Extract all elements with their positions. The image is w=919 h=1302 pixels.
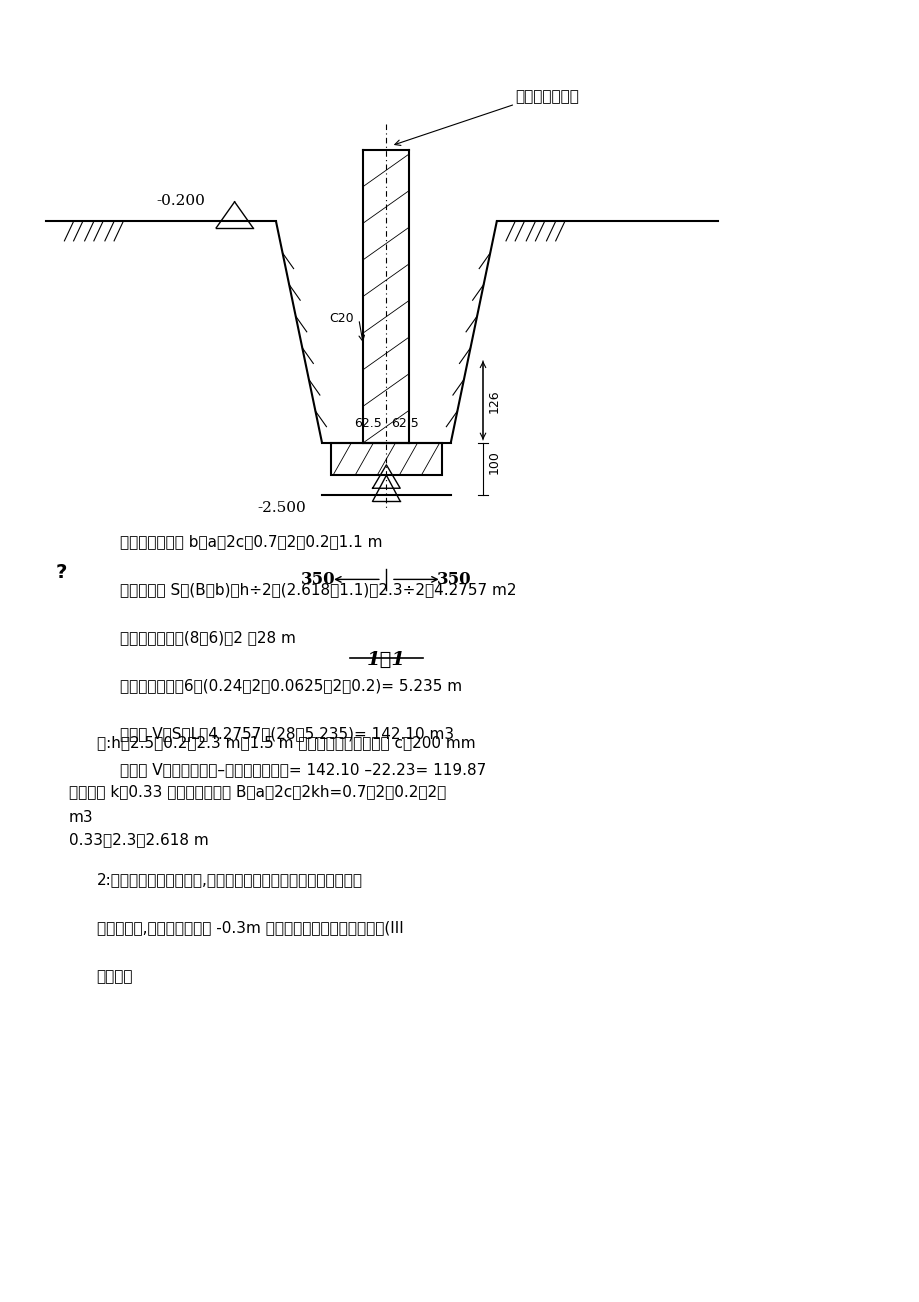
Text: 62.5: 62.5 xyxy=(354,417,381,430)
Text: 回填土 V＝挖沟槽体积–埋设的基础体积= 142.10 –22.23= 119.87: 回填土 V＝挖沟槽体积–埋设的基础体积= 142.10 –22.23= 119.… xyxy=(119,762,485,777)
Text: 350: 350 xyxy=(301,570,335,589)
Text: 1－1: 1－1 xyxy=(367,651,405,669)
Text: 开挖断面下宽度 b＝a＋2c＝0.7＋2＊0.2＝1.1 m: 开挖断面下宽度 b＝a＋2c＝0.7＋2＊0.2＝1.1 m xyxy=(119,534,381,549)
Text: 62.5: 62.5 xyxy=(391,417,418,430)
Text: 126: 126 xyxy=(487,389,500,413)
Text: 350: 350 xyxy=(437,570,471,589)
Text: 防水砂浆防潮层: 防水砂浆防潮层 xyxy=(515,89,578,104)
Text: 挖基槽 V＝S＊L＝4.2757＊(28＋5.235)= 142.10 m3: 挖基槽 V＝S＊L＝4.2757＊(28＋5.235)= 142.10 m3 xyxy=(119,727,453,742)
Text: 解:h＝2.5－0.2＝2.3 m＞1.5 m 所以要放坡工作面宽度 c＝200 mm: 解:h＝2.5－0.2＝2.3 m＞1.5 m 所以要放坡工作面宽度 c＝200… xyxy=(96,736,475,751)
Text: 100: 100 xyxy=(487,450,500,474)
Text: 0.33＊2.3＝2.618 m: 0.33＊2.3＝2.618 m xyxy=(69,832,209,848)
Text: 外墙沟槽长度＝(8＋6)＊2 ＝28 m: 外墙沟槽长度＝(8＋6)＊2 ＝28 m xyxy=(119,630,295,646)
Text: 实心一砖墙,室外地面标高为 -0.3m ，求该基础人工挖土的工程量(III: 实心一砖墙,室外地面标高为 -0.3m ，求该基础人工挖土的工程量(III xyxy=(96,921,403,936)
Text: ?: ? xyxy=(55,564,66,582)
Text: 放坡系数 k＝0.33 开挖断面上宽度 B＝a＋2c＋2kh=0.7＋2＊0.2＋2＊: 放坡系数 k＝0.33 开挖断面上宽度 B＝a＋2c＋2kh=0.7＋2＊0.2… xyxy=(69,784,446,799)
Text: 内墙沟槽长度＝6－(0.24＋2＊0.0625＋2＊0.2)= 5.235 m: 内墙沟槽长度＝6－(0.24＋2＊0.0625＋2＊0.2)= 5.235 m xyxy=(119,678,461,694)
Text: 2:某建筑物的基础图如下,图中轴线为墙中心线，墙体为普通黏土: 2:某建筑物的基础图如下,图中轴线为墙中心线，墙体为普通黏土 xyxy=(96,872,362,888)
Text: 沟槽断面积 S＝(B＋b)＊h÷2＝(2.618＋1.1)＊2.3÷2＝4.2757 m2: 沟槽断面积 S＝(B＋b)＊h÷2＝(2.618＋1.1)＊2.3÷2＝4.27… xyxy=(119,582,516,598)
Bar xyxy=(331,443,441,475)
Text: 类干土）: 类干土） xyxy=(96,969,133,984)
Text: -0.200: -0.200 xyxy=(156,194,205,208)
Text: C20: C20 xyxy=(329,312,354,326)
Text: m3: m3 xyxy=(69,810,94,825)
Text: -2.500: -2.500 xyxy=(257,501,306,516)
